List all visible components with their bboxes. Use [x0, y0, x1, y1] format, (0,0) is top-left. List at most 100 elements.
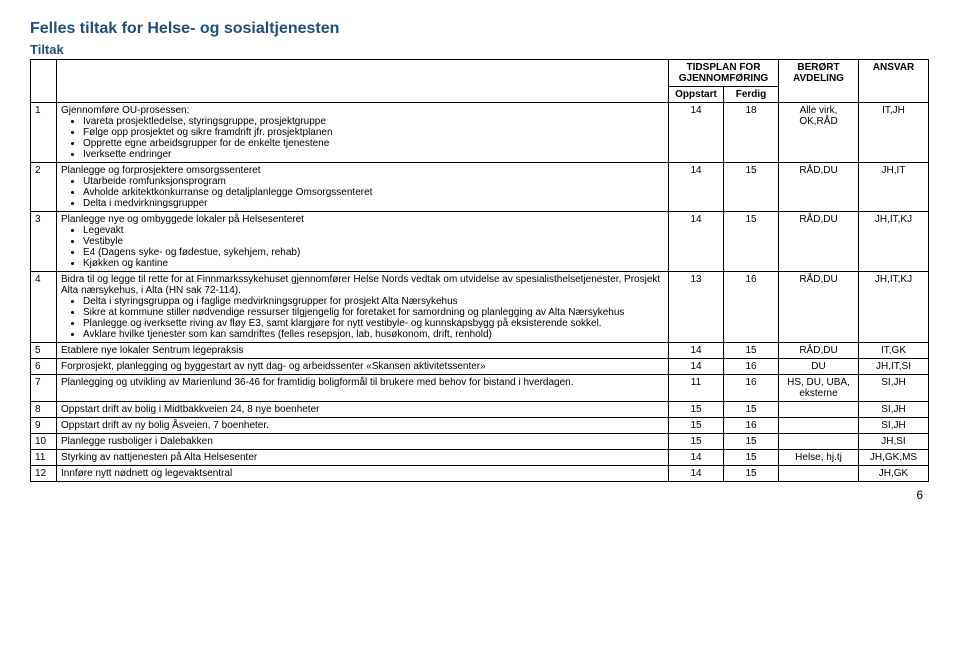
table-row: 1Gjennomføre OU-prosessen:Ivareta prosje…	[31, 103, 929, 163]
table-row: 11 Styrking av nattjenesten på Alta Helse…	[31, 450, 929, 466]
cell-num: 10	[31, 434, 57, 450]
list-item: Avholde arkitektkonkurranse og detaljpla…	[83, 187, 664, 198]
table-row: 10 Planlegge rusboliger i Dalebakken 1515 J…	[31, 434, 929, 450]
cell-oppstart: 14	[669, 212, 724, 272]
cell-main-text: Styrking av nattjenesten på Alta Helsese…	[61, 452, 257, 463]
cell-main-text: Bidra til og legge til rette for at Finn…	[61, 274, 660, 296]
cell-desc: Oppstart drift av bolig i Midtbakkveien …	[57, 402, 669, 418]
cell-ansvar: JH,GK,MS	[859, 450, 929, 466]
cell-desc: Gjennomføre OU-prosessen:Ivareta prosjek…	[57, 103, 669, 163]
header-berort: BERØRT AVDELING	[779, 60, 859, 103]
cell-desc: Bidra til og legge til rette for at Finn…	[57, 272, 669, 343]
cell-ansvar: JH,SI	[859, 434, 929, 450]
cell-desc: Innføre nytt nødnett og legevaktsentral	[57, 466, 669, 482]
cell-num: 6	[31, 359, 57, 375]
cell-oppstart: 14	[669, 163, 724, 212]
cell-avdeling: RÅD,DU	[779, 343, 859, 359]
cell-num: 2	[31, 163, 57, 212]
cell-main-text: Forprosjekt, planlegging og byggestart a…	[61, 361, 486, 372]
cell-oppstart: 14	[669, 103, 724, 163]
cell-desc: Forprosjekt, planlegging og byggestart a…	[57, 359, 669, 375]
header-tidsplan: TIDSPLAN FOR GJENNOMFØRING	[669, 60, 779, 87]
cell-num: 12	[31, 466, 57, 482]
cell-desc: Etablere nye lokaler Sentrum legepraksis	[57, 343, 669, 359]
cell-avdeling: DU	[779, 359, 859, 375]
list-item: Iverksette endringer	[83, 149, 664, 160]
cell-ansvar: JH,IT,SI	[859, 359, 929, 375]
table-row: 4Bidra til og legge til rette for at Fin…	[31, 272, 929, 343]
cell-num: 5	[31, 343, 57, 359]
cell-avdeling: RÅD,DU	[779, 212, 859, 272]
cell-avdeling	[779, 434, 859, 450]
cell-ferdig: 15	[724, 402, 779, 418]
cell-desc: Planlegge og forprosjektere omsorgssente…	[57, 163, 669, 212]
table-row: 5 Etablere nye lokaler Sentrum legepraksi…	[31, 343, 929, 359]
header-desc	[57, 60, 669, 103]
cell-oppstart: 14	[669, 450, 724, 466]
cell-avdeling: RÅD,DU	[779, 163, 859, 212]
cell-main-text: Etablere nye lokaler Sentrum legepraksis	[61, 345, 243, 356]
cell-avdeling: RÅD,DU	[779, 272, 859, 343]
header-ferdig: Ferdig	[724, 87, 779, 103]
cell-oppstart: 15	[669, 418, 724, 434]
cell-main-text: Gjennomføre OU-prosessen:	[61, 105, 189, 116]
cell-desc: Oppstart drift av ny bolig Åsveien, 7 bo…	[57, 418, 669, 434]
cell-ferdig: 15	[724, 434, 779, 450]
cell-oppstart: 15	[669, 402, 724, 418]
cell-ferdig: 15	[724, 343, 779, 359]
cell-ferdig: 18	[724, 103, 779, 163]
cell-oppstart: 13	[669, 272, 724, 343]
table-row: 6 Forprosjekt, planlegging og byggestart …	[31, 359, 929, 375]
list-item: Vestibyle	[83, 236, 664, 247]
cell-avdeling: Alle virk, OK,RÅD	[779, 103, 859, 163]
cell-desc: Styrking av nattjenesten på Alta Helsese…	[57, 450, 669, 466]
cell-num: 3	[31, 212, 57, 272]
cell-main-text: Planlegge rusboliger i Dalebakken	[61, 436, 213, 447]
cell-avdeling: Helse, hj.tj	[779, 450, 859, 466]
cell-ferdig: 15	[724, 212, 779, 272]
cell-desc: Planlegge nye og ombyggede lokaler på He…	[57, 212, 669, 272]
cell-ferdig: 16	[724, 359, 779, 375]
cell-num: 11	[31, 450, 57, 466]
list-item: Delta i styringsgruppa og i faglige medv…	[83, 296, 664, 307]
header-oppstart: Oppstart	[669, 87, 724, 103]
cell-ansvar: JH,GK	[859, 466, 929, 482]
cell-desc: Planlegging og utvikling av Marienlund 3…	[57, 375, 669, 402]
header-num	[31, 60, 57, 103]
page-title: Felles tiltak for Helse- og sosialtjenes…	[30, 20, 929, 38]
cell-main-text: Oppstart drift av bolig i Midtbakkveien …	[61, 404, 319, 415]
cell-num: 8	[31, 402, 57, 418]
cell-ansvar: IT,GK	[859, 343, 929, 359]
cell-ferdig: 15	[724, 163, 779, 212]
list-item: Sikre at kommune stiller nødvendige ress…	[83, 307, 664, 318]
cell-main-text: Planlegge nye og ombyggede lokaler på He…	[61, 214, 304, 225]
bullet-list: Utarbeide romfunksjonsprogramAvholde ark…	[61, 176, 664, 209]
table-row: 8 Oppstart drift av bolig i Midtbakkveien…	[31, 402, 929, 418]
cell-ferdig: 16	[724, 418, 779, 434]
bullet-list: Delta i styringsgruppa og i faglige medv…	[61, 296, 664, 340]
cell-ferdig: 16	[724, 272, 779, 343]
page-number: 6	[30, 488, 929, 502]
table-row: 7Planlegging og utvikling av Marienlund …	[31, 375, 929, 402]
cell-oppstart: 15	[669, 434, 724, 450]
cell-avdeling	[779, 466, 859, 482]
list-item: Utarbeide romfunksjonsprogram	[83, 176, 664, 187]
cell-main-text: Planlegging og utvikling av Marienlund 3…	[61, 377, 574, 388]
cell-ansvar: IT,JH	[859, 103, 929, 163]
cell-ferdig: 16	[724, 375, 779, 402]
bullet-list: LegevaktVestibyleE4 (Dagens syke- og fød…	[61, 225, 664, 269]
cell-avdeling	[779, 402, 859, 418]
table-row: 12Innføre nytt nødnett og legevaktsentra…	[31, 466, 929, 482]
list-item: Opprette egne arbeidsgrupper for de enke…	[83, 138, 664, 149]
list-item: Følge opp prosjektet og sikre framdrift …	[83, 127, 664, 138]
list-item: Legevakt	[83, 225, 664, 236]
cell-main-text: Planlegge og forprosjektere omsorgssente…	[61, 165, 261, 176]
header-ansvar: ANSVAR	[859, 60, 929, 103]
cell-num: 4	[31, 272, 57, 343]
list-item: Ivareta prosjektledelse, styringsgruppe,…	[83, 116, 664, 127]
section-subtitle: Tiltak	[30, 42, 929, 57]
cell-ansvar: JH,IT	[859, 163, 929, 212]
list-item: E4 (Dagens syke- og fødestue, sykehjem, …	[83, 247, 664, 258]
cell-ansvar: JH,IT,KJ	[859, 212, 929, 272]
tiltak-table: TIDSPLAN FOR GJENNOMFØRING BERØRT AVDELI…	[30, 59, 929, 482]
